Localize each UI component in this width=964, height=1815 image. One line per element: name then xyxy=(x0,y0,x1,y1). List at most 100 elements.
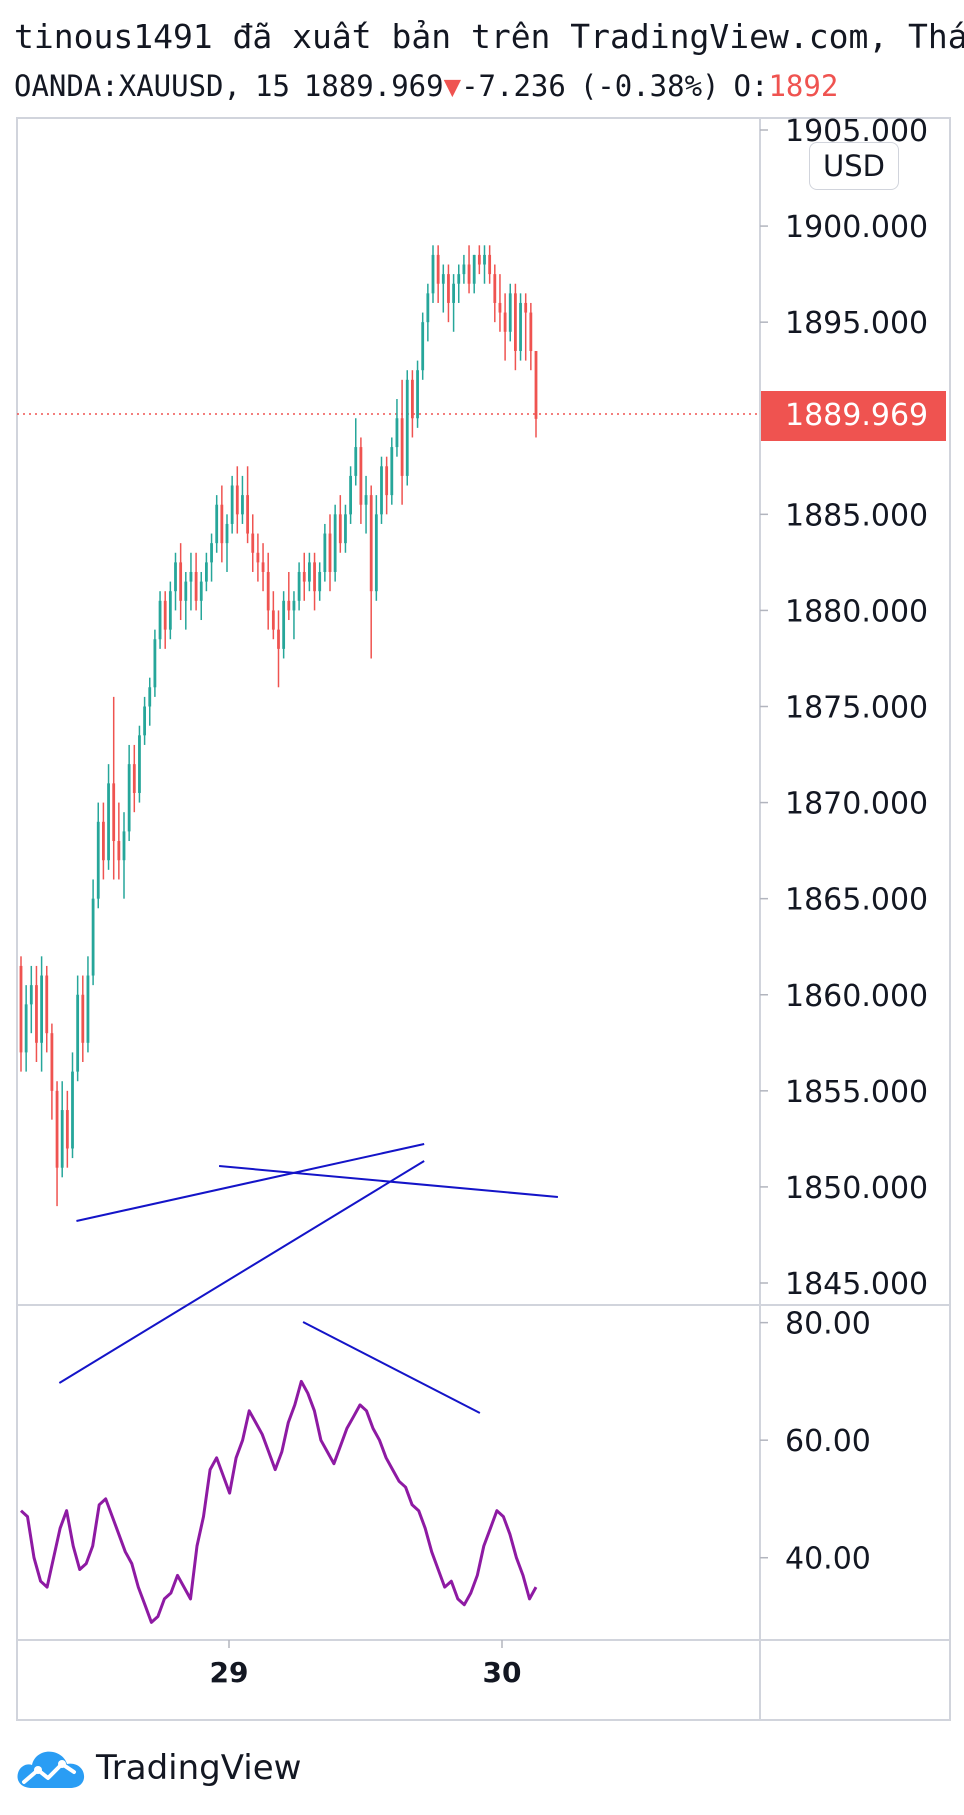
candle-body xyxy=(400,418,404,476)
candle-body xyxy=(338,514,342,544)
candle-body xyxy=(127,764,131,832)
candle-body xyxy=(364,495,368,505)
candle-body xyxy=(405,379,409,476)
candle-body xyxy=(40,975,43,1043)
candle-body xyxy=(199,581,203,601)
trendline[interactable] xyxy=(302,1321,481,1414)
candle-body xyxy=(297,571,301,601)
candle-body xyxy=(76,994,80,1072)
price-tick-label: 1885.000 xyxy=(785,498,928,533)
candle-body xyxy=(344,514,347,544)
candle-body xyxy=(431,254,435,294)
candle-body xyxy=(292,600,296,611)
price-tick-label: 1860.000 xyxy=(785,979,928,1014)
candle-body xyxy=(107,783,110,861)
candle-body xyxy=(524,302,528,313)
candle-body xyxy=(24,1004,28,1053)
candle-body xyxy=(282,600,286,649)
candle-body xyxy=(174,562,177,592)
candle-body xyxy=(117,841,121,861)
open-label: O: xyxy=(733,69,769,103)
candle-body xyxy=(71,1071,74,1149)
candle-body xyxy=(457,274,461,284)
time-tick-label: 29 xyxy=(210,1656,249,1689)
currency-badge[interactable]: USD xyxy=(809,142,899,190)
publish-line: tinous1491 đã xuất bản trên TradingView.… xyxy=(14,17,964,56)
candle-body xyxy=(19,965,23,1053)
symbol-name[interactable]: OANDA:XAUUSD, xyxy=(14,69,241,103)
last-price-tag: 1889.969 xyxy=(761,391,946,441)
candle-body xyxy=(246,495,249,534)
candle-body xyxy=(251,533,255,553)
candle-body xyxy=(189,571,193,582)
candle-body xyxy=(287,600,291,611)
candle-body xyxy=(271,610,275,630)
candle-body xyxy=(503,312,507,332)
price-axis: 1905.0001900.0001895.0001885.0001880.000… xyxy=(760,114,928,1302)
tradingview-logo-icon xyxy=(17,1751,85,1788)
candle-body xyxy=(529,312,533,351)
tradingview-branding[interactable]: TradingView xyxy=(14,1740,301,1796)
candle-body xyxy=(210,543,213,563)
candle-body xyxy=(380,466,383,515)
trendline[interactable] xyxy=(76,1143,425,1222)
candle-body xyxy=(132,764,136,793)
rsi-trendlines[interactable] xyxy=(58,1143,558,1414)
candle-body xyxy=(138,735,141,793)
brand-name: TradingView xyxy=(96,1748,302,1788)
interval-label[interactable]: 15 xyxy=(254,69,290,103)
rsi-tick-label: 40.00 xyxy=(785,1542,871,1577)
candle-body xyxy=(313,562,316,592)
candle-body xyxy=(215,504,219,544)
candle-body xyxy=(426,293,430,323)
candle-body xyxy=(220,504,224,544)
candle-body xyxy=(390,447,394,496)
candle-body xyxy=(416,370,419,419)
candle-body xyxy=(354,447,358,476)
rsi-line xyxy=(19,1379,538,1624)
candle-body xyxy=(493,274,497,303)
candle-body xyxy=(194,571,198,601)
trendline[interactable] xyxy=(219,1165,558,1198)
candle-body xyxy=(35,985,38,1043)
rsi-tick-label: 80.00 xyxy=(785,1307,871,1342)
candle-body xyxy=(508,293,512,332)
price-tick-label: 1875.000 xyxy=(785,691,928,726)
price-tick-label: 1855.000 xyxy=(785,1075,928,1110)
candle-body xyxy=(498,302,502,313)
candle-body xyxy=(447,274,450,303)
symbol-legend: OANDA:XAUUSD, 15 1889.969▼-7.236 (-0.38%) O:… xyxy=(14,64,964,108)
candle-body xyxy=(436,254,440,284)
candle-body xyxy=(235,485,239,515)
candle-body xyxy=(184,581,188,601)
candle-body xyxy=(122,831,126,861)
candle-body xyxy=(323,533,327,572)
candle-body xyxy=(91,898,95,976)
candle-body xyxy=(488,254,492,275)
candle-body xyxy=(261,562,265,572)
candle-body xyxy=(467,264,471,284)
candle-body xyxy=(308,562,311,582)
candle-body xyxy=(163,600,167,630)
change-percent: (-0.38%) xyxy=(579,69,720,103)
price-tick-label: 1845.000 xyxy=(785,1267,928,1302)
candle-body xyxy=(102,821,105,861)
candle-body xyxy=(45,975,49,1034)
price-tick-label: 1895.000 xyxy=(785,306,928,341)
candle-body xyxy=(302,571,306,582)
candle-body xyxy=(328,533,332,572)
candle-body xyxy=(477,254,481,265)
candle-body xyxy=(374,514,378,592)
trendline[interactable] xyxy=(58,1160,425,1384)
candle-body xyxy=(86,975,90,1043)
candle-body xyxy=(158,600,162,640)
candle-body xyxy=(225,523,229,544)
candle-body xyxy=(256,552,260,563)
candle-body xyxy=(369,495,373,592)
candle-body xyxy=(148,687,152,707)
candle-body xyxy=(55,1090,59,1168)
candle-body xyxy=(333,514,337,572)
candle-body xyxy=(179,562,183,601)
last-price-value: 1889.969 xyxy=(303,69,444,103)
